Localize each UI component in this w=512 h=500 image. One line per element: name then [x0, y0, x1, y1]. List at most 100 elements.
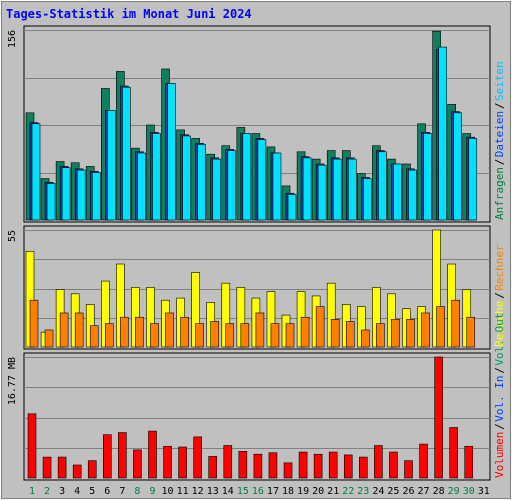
legend-separator: /	[493, 102, 506, 109]
bar-seiten-day-23	[363, 178, 372, 221]
bar-volumen-day-4	[72, 464, 82, 479]
bar-rechner-day-5	[89, 325, 99, 348]
bar-rechner-day-14	[225, 323, 235, 348]
bar-rechner-day-25	[391, 319, 400, 348]
x-tick-label: 4	[74, 486, 80, 497]
bar-volumen-day-17	[268, 452, 278, 479]
x-tick-label: 15	[237, 486, 249, 497]
bar-rechner-day-2	[44, 329, 54, 348]
x-tick-label: 19	[297, 486, 309, 497]
bar-seiten-day-14	[227, 150, 237, 221]
x-tick-label: 23	[357, 486, 369, 497]
bar-seiten-day-29	[453, 112, 462, 221]
bar-rechner-day-7	[120, 316, 129, 348]
bar-seiten-day-3	[61, 167, 71, 221]
legend-anfragen: Anfragen	[493, 167, 506, 220]
x-tick-label: 1	[29, 486, 35, 497]
bar-rechner-day-24	[376, 323, 385, 348]
bar-seiten-day-22	[347, 158, 357, 221]
bar-rechner-day-1	[29, 299, 39, 348]
bar-volumen-day-30	[464, 445, 474, 479]
x-tick-label: 17	[267, 486, 279, 497]
x-tick-label: 20	[312, 486, 324, 497]
bar-volumen-day-18	[283, 462, 293, 479]
bar-rechner-day-15	[240, 323, 250, 348]
bar-seiten-day-19	[302, 157, 312, 221]
bar-volumen-day-9	[148, 430, 157, 479]
x-tick-label: 8	[134, 486, 140, 497]
x-tick-label: 7	[119, 486, 125, 497]
bar-seiten-day-1	[31, 123, 41, 221]
y-max-label: 16.77 MB	[7, 357, 18, 405]
bar-rechner-day-3	[59, 312, 69, 348]
legend-volumen: Volumen	[493, 432, 506, 478]
legend-separator: /	[493, 367, 506, 374]
x-tick-label: 29	[448, 486, 460, 497]
bar-volumen-day-7	[118, 432, 127, 479]
bar-volumen-day-14	[223, 445, 233, 479]
bar-seiten-day-26	[408, 169, 417, 221]
x-tick-label: 5	[89, 486, 95, 497]
bar-rechner-day-12	[195, 323, 204, 348]
bar-seiten-day-15	[242, 133, 252, 221]
legend-vol-in: Vol. In	[493, 375, 506, 421]
bar-volumen-day-10	[163, 445, 172, 479]
x-tick-label: 27	[418, 486, 430, 497]
x-tick-label: 21	[327, 486, 339, 497]
x-tick-label: 26	[402, 486, 414, 497]
bar-rechner-day-10	[165, 312, 174, 348]
bar-seiten-day-28	[438, 46, 447, 221]
y-max-label: 55	[7, 230, 18, 242]
x-tick-label: 24	[372, 486, 384, 497]
legend-besuche: Besuche	[493, 301, 506, 347]
bar-seiten-day-21	[332, 158, 342, 221]
x-tick-label: 14	[222, 486, 234, 497]
x-tick-label: 10	[162, 486, 174, 497]
legend-seiten: Seiten	[493, 61, 506, 101]
x-tick-label: 22	[342, 486, 354, 497]
bar-volumen-day-20	[313, 453, 323, 479]
bar-rechner-day-23	[361, 329, 370, 348]
bar-seiten-day-20	[317, 164, 327, 221]
x-tick-label: 13	[207, 486, 219, 497]
x-tick-label: 31	[478, 486, 490, 497]
bar-seiten-day-13	[212, 158, 222, 221]
bar-seiten-day-27	[423, 133, 432, 221]
legend-dateien: Dateien	[493, 111, 506, 157]
bar-volumen-day-19	[298, 451, 308, 479]
bar-rechner-day-11	[180, 316, 189, 348]
bar-seiten-day-8	[137, 152, 146, 221]
bar-volumen-day-8	[133, 449, 142, 479]
bar-seiten-day-18	[287, 194, 297, 221]
bar-volumen-day-5	[87, 460, 97, 479]
bar-seiten-day-24	[378, 151, 387, 221]
bar-volumen-day-22	[343, 454, 353, 479]
x-tick-label: 30	[463, 486, 475, 497]
x-tick-label: 9	[149, 486, 155, 497]
legend-rechner: Rechner	[493, 244, 506, 291]
bar-rechner-day-18	[285, 323, 295, 348]
x-tick-label: 11	[177, 486, 189, 497]
page-title: Tages-Statistik im Monat Juni 2024	[6, 7, 252, 21]
bar-rechner-day-16	[255, 312, 265, 348]
bar-seiten-day-9	[152, 133, 161, 221]
bar-volumen-day-27	[419, 443, 428, 479]
bar-rechner-day-20	[315, 306, 325, 348]
bar-rechner-day-17	[270, 323, 280, 348]
bar-seiten-day-4	[76, 169, 86, 221]
legend-separator: /	[493, 159, 506, 166]
bar-volumen-day-6	[103, 434, 112, 479]
x-tick-label: 12	[192, 486, 204, 497]
bar-rechner-day-29	[451, 299, 460, 348]
y-max-label: 156	[7, 30, 18, 48]
bar-volumen-day-13	[208, 456, 218, 479]
bar-volumen-day-24	[374, 445, 383, 479]
bar-rechner-day-22	[345, 321, 355, 348]
bar-volumen-day-16	[253, 453, 263, 479]
bar-volumen-day-26	[404, 460, 413, 479]
bar-volumen-day-15	[238, 451, 248, 479]
chart-panel-middle: 55 Besuche /Rechner	[7, 225, 506, 350]
